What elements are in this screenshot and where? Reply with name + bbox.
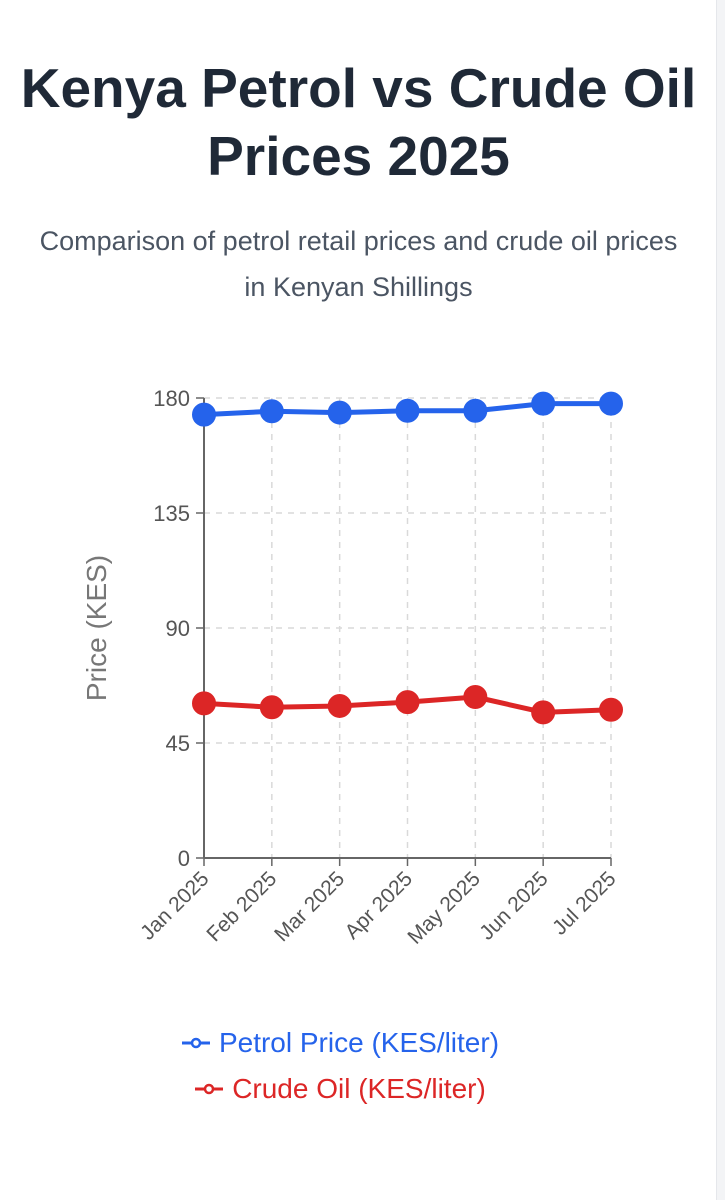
data-point[interactable] bbox=[395, 398, 420, 423]
data-point[interactable] bbox=[259, 695, 284, 720]
y-axis-label: Price (KES) bbox=[81, 555, 112, 701]
data-point[interactable] bbox=[395, 690, 420, 715]
x-tick-label: Jun 2025 bbox=[475, 867, 552, 944]
data-point[interactable] bbox=[531, 700, 556, 725]
y-tick-label: 90 bbox=[166, 616, 190, 641]
x-tick-label: May 2025 bbox=[403, 867, 484, 948]
data-point[interactable] bbox=[327, 693, 352, 718]
series-1 bbox=[192, 685, 623, 725]
data-point[interactable] bbox=[327, 400, 352, 425]
grid-layer bbox=[204, 397, 612, 858]
chart-title: Kenya Petrol vs Crude Oil Prices 2025 bbox=[20, 57, 697, 187]
legend-item-1[interactable]: Crude Oil (KES/liter) bbox=[0, 1066, 680, 1112]
chart-legend: Petrol Price (KES/liter) Crude Oil (KES/l… bbox=[0, 1020, 680, 1112]
x-tick-label: Jan 2025 bbox=[136, 867, 213, 944]
legend-label: Petrol Price (KES/liter) bbox=[218, 1027, 500, 1058]
y-tick-label: 0 bbox=[178, 846, 190, 871]
data-point[interactable] bbox=[531, 391, 556, 416]
legend-line-marker-icon bbox=[195, 1083, 224, 1095]
legend-line-marker-icon bbox=[181, 1037, 210, 1049]
data-point[interactable] bbox=[463, 685, 488, 709]
x-tick-label: Jul 2025 bbox=[548, 867, 620, 939]
data-point[interactable] bbox=[463, 398, 488, 423]
series-0 bbox=[192, 391, 623, 427]
data-point[interactable] bbox=[599, 697, 623, 722]
y-tick-label: 45 bbox=[166, 731, 190, 756]
chart-subtitle: Comparison of petrol retail prices and c… bbox=[39, 226, 678, 302]
y-tick-label: 135 bbox=[153, 501, 190, 526]
data-point[interactable] bbox=[192, 691, 216, 716]
data-point[interactable] bbox=[599, 391, 623, 416]
legend-item-0[interactable]: Petrol Price (KES/liter) bbox=[0, 1020, 680, 1066]
x-tick-label: Mar 2025 bbox=[270, 867, 349, 946]
legend-label: Crude Oil (KES/liter) bbox=[232, 1073, 486, 1104]
data-point[interactable] bbox=[259, 399, 284, 424]
data-point[interactable] bbox=[192, 402, 216, 427]
x-tick-label: Feb 2025 bbox=[202, 867, 281, 946]
y-tick-label: 180 bbox=[153, 386, 190, 411]
series-layer bbox=[192, 391, 623, 725]
